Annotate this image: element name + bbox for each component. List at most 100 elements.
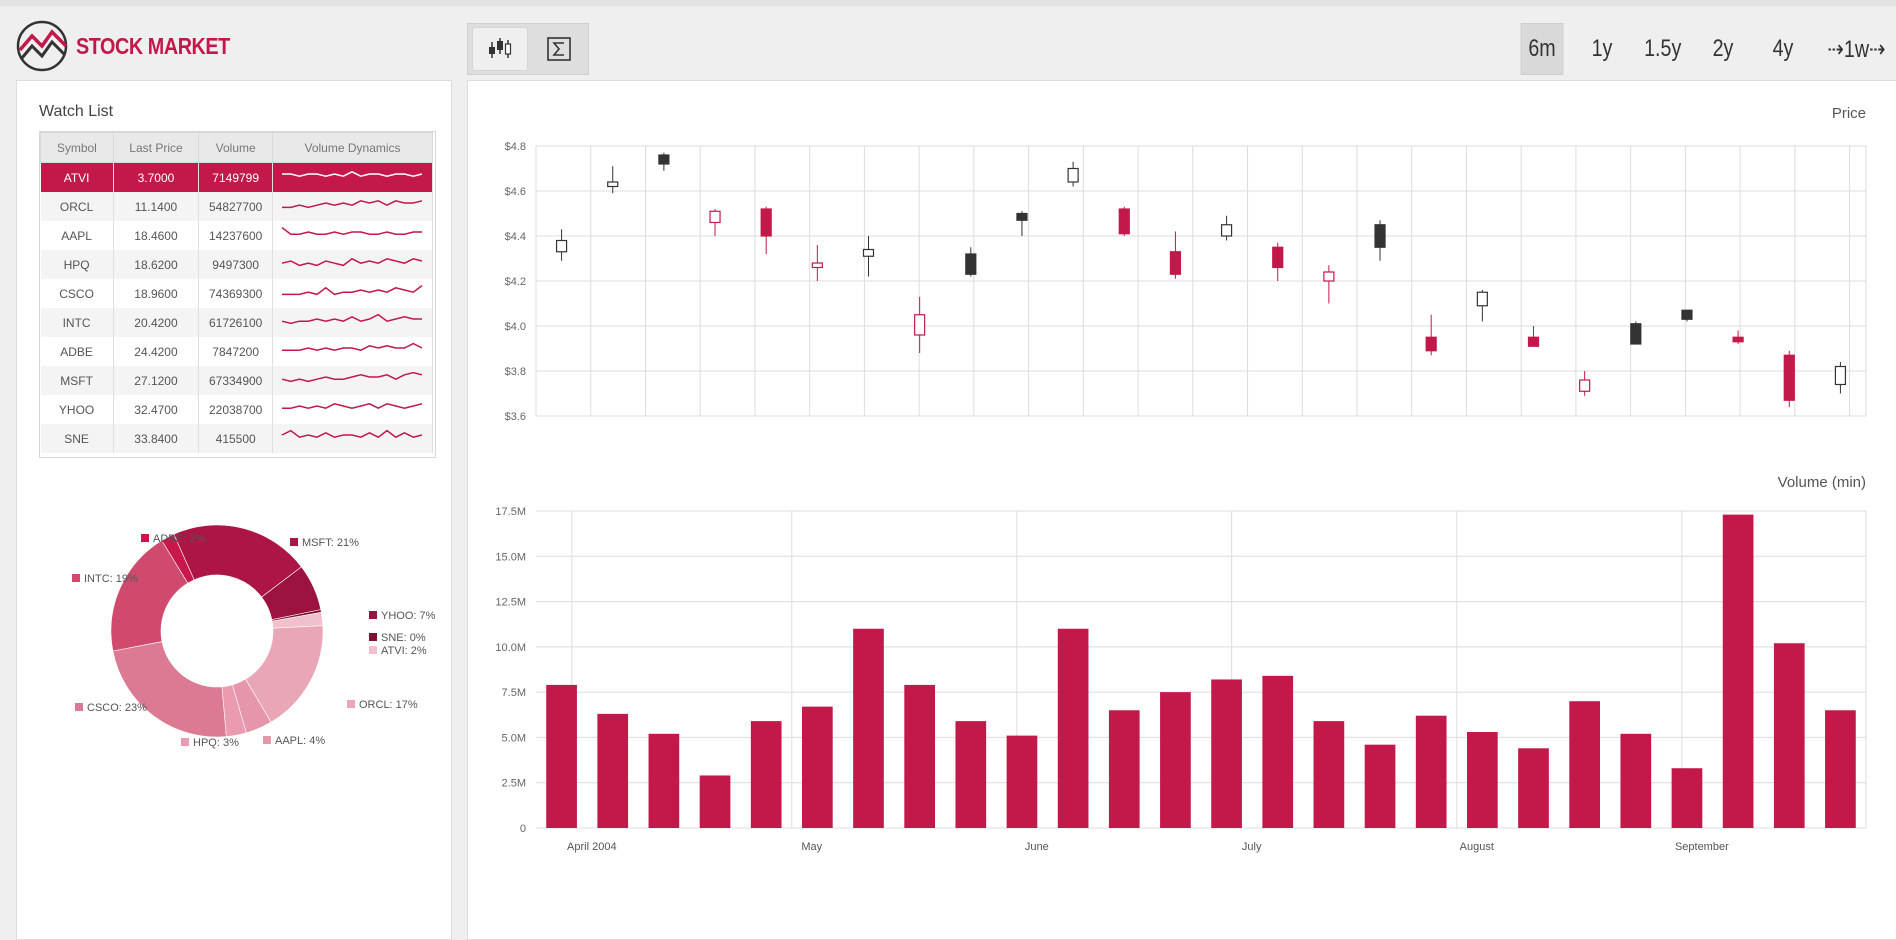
sparkline <box>281 285 422 296</box>
price-candle[interactable] <box>811 245 823 281</box>
watch-list-row[interactable]: ATVI 3.7000 7149799 <box>40 162 433 192</box>
volume-bar[interactable] <box>1262 675 1294 828</box>
price-candle[interactable] <box>1783 350 1795 407</box>
left-panel: Watch List Symbol Last Price Volume Volu… <box>16 80 452 940</box>
column-header-last-price[interactable]: Last Price <box>112 132 200 163</box>
price-candle[interactable] <box>1630 321 1642 345</box>
volume-bar[interactable] <box>1671 768 1703 828</box>
pie-slice[interactable] <box>112 641 227 738</box>
volume-x-tick-label: September <box>1675 841 1729 853</box>
volume-bar[interactable] <box>1569 701 1600 828</box>
volume-bar[interactable] <box>1722 514 1754 828</box>
price-candle[interactable] <box>1220 215 1233 241</box>
price-candle[interactable] <box>1527 326 1540 347</box>
volume-x-tick-label: May <box>801 841 822 853</box>
volume-bar[interactable] <box>904 684 935 828</box>
price-candle[interactable] <box>1732 330 1744 345</box>
watch-list-row[interactable]: CSCO 18.9600 74369300 <box>40 279 433 308</box>
watch-list-row[interactable]: HPQ 18.6200 9497300 <box>40 250 433 279</box>
range-button-3[interactable]: 2y <box>1712 35 1734 62</box>
volume-bar[interactable] <box>1415 715 1447 828</box>
sparkline-line <box>281 226 422 235</box>
volume-bar[interactable] <box>1057 628 1089 828</box>
price-candle[interactable] <box>1118 206 1130 236</box>
price-candle[interactable] <box>1476 290 1488 322</box>
volume-bar[interactable] <box>1313 721 1345 828</box>
price-candle[interactable] <box>1374 220 1386 261</box>
volume-bar[interactable] <box>1108 710 1140 828</box>
volume-bar[interactable] <box>1211 679 1242 828</box>
pie-legend-swatch <box>290 538 298 546</box>
cell-symbol: ATVI <box>40 162 114 192</box>
price-candle[interactable] <box>555 229 568 261</box>
cell-price: 18.4600 <box>113 221 200 250</box>
column-header-volume-dynamics[interactable]: Volume Dynamics <box>272 132 433 163</box>
watch-list-row[interactable]: ADBE 24.4200 7847200 <box>40 337 433 366</box>
price-candle[interactable] <box>914 296 926 353</box>
volume-bar[interactable] <box>1620 733 1652 828</box>
volume-bar[interactable] <box>1825 710 1856 828</box>
price-candle[interactable] <box>1579 371 1591 396</box>
volume-bar[interactable] <box>1160 692 1191 828</box>
cell-symbol: ORCL <box>40 192 114 221</box>
watch-list-row[interactable]: MSFT 27.1200 67334900 <box>40 366 433 395</box>
price-candle[interactable] <box>760 206 772 254</box>
cell-volume: 22038700 <box>198 395 274 424</box>
price-candle[interactable] <box>1169 231 1182 279</box>
column-header-symbol[interactable]: Symbol <box>40 132 114 163</box>
price-candle[interactable] <box>1834 362 1847 394</box>
watch-list-row[interactable]: AAPL 18.4600 14237600 <box>40 221 433 250</box>
candlestick-icon <box>489 38 512 58</box>
indicators-button[interactable] <box>532 28 586 70</box>
volume-bar[interactable] <box>750 721 782 828</box>
volume-bar[interactable] <box>1006 735 1038 828</box>
range-button-2[interactable]: 1.5y <box>1643 35 1682 62</box>
volume-bar[interactable] <box>1364 744 1396 828</box>
price-candle[interactable] <box>862 236 875 277</box>
watch-list-table: Symbol Last Price Volume Volume Dynamics… <box>40 132 433 453</box>
volume-bar[interactable] <box>648 733 680 828</box>
price-candle[interactable] <box>1067 161 1079 187</box>
volume-bar[interactable] <box>699 775 731 828</box>
column-header-volume[interactable]: Volume <box>198 132 274 163</box>
sparkline-line <box>281 313 422 325</box>
portfolio-donut-chart: MSFT: 21% YHOO: 7% SNE: 0%ATVI: 2% ORCL: 17… <box>72 524 436 749</box>
watch-list-row[interactable]: YHOO 32.4700 22038700 <box>40 395 433 424</box>
price-candle[interactable] <box>1323 265 1335 304</box>
cell-symbol: YHOO <box>40 395 114 424</box>
price-candle[interactable] <box>1425 314 1437 356</box>
volume-bar[interactable] <box>955 721 987 828</box>
watch-list-row[interactable]: ORCL 11.1400 54827700 <box>40 192 433 221</box>
candlestick-button[interactable] <box>472 27 528 71</box>
watch-list-row[interactable]: INTC 20.4200 61726100 <box>40 308 433 337</box>
price-candle[interactable] <box>1681 309 1693 322</box>
price-candle[interactable] <box>607 166 619 194</box>
volume-bar[interactable] <box>1467 731 1498 828</box>
volume-bar[interactable] <box>802 706 833 828</box>
watch-list-row[interactable]: SNE 33.8400 415500 <box>40 424 433 453</box>
pie-slice[interactable] <box>161 533 195 584</box>
cell-symbol: MSFT <box>40 366 114 395</box>
volume-y-tick-label: 12.5M <box>495 597 526 609</box>
range-button-5[interactable]: ⇢1w⇢ <box>1827 35 1886 63</box>
price-candle[interactable] <box>709 209 721 236</box>
pie-legend-swatch <box>369 633 377 641</box>
sparkline-line <box>281 285 422 296</box>
sparkline <box>281 403 422 410</box>
price-candle[interactable] <box>965 247 977 277</box>
volume-bar[interactable] <box>853 628 884 828</box>
price-candle[interactable] <box>1016 211 1028 236</box>
volume-bar[interactable] <box>1773 643 1805 828</box>
pie-slice-label: SNE: 0% <box>381 632 426 644</box>
range-button-0[interactable]: 6m <box>1520 23 1564 75</box>
volume-bar[interactable] <box>546 684 577 828</box>
range-button-4[interactable]: 4y <box>1772 35 1794 62</box>
volume-bar[interactable] <box>1518 748 1549 828</box>
volume-y-tick-label: 5.0M <box>502 732 526 744</box>
volume-bar[interactable] <box>597 713 629 828</box>
cell-volume-dynamics <box>272 221 433 250</box>
price-candle[interactable] <box>658 152 670 171</box>
range-button-1[interactable]: 1y <box>1591 35 1613 62</box>
price-candle[interactable] <box>1272 242 1284 281</box>
cell-price: 32.4700 <box>113 395 200 424</box>
